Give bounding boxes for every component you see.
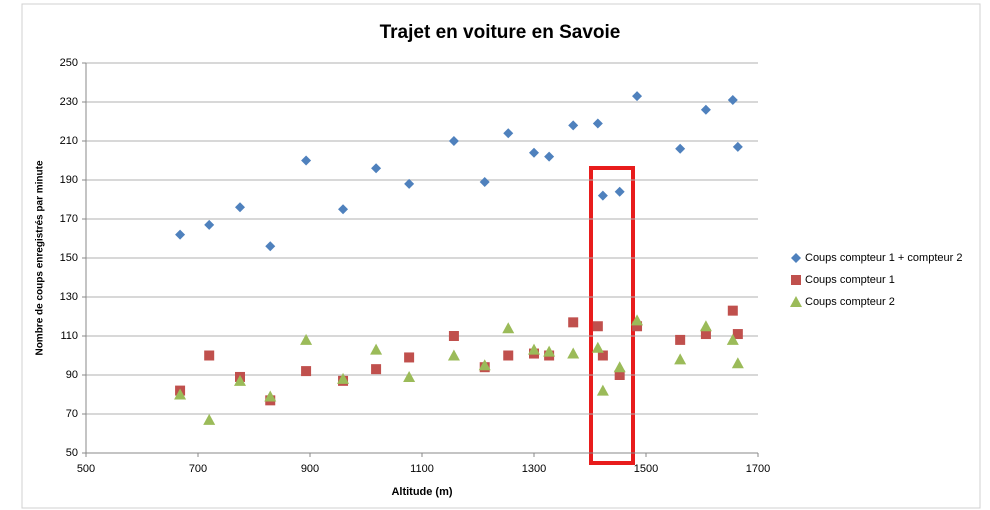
point	[543, 345, 556, 357]
point	[597, 350, 608, 361]
y-tick-label: 210	[60, 135, 78, 147]
point	[544, 151, 555, 162]
point	[675, 143, 686, 154]
point	[503, 128, 514, 139]
point	[300, 333, 313, 345]
point	[597, 190, 608, 201]
legend-marker	[791, 253, 801, 263]
y-tick-label: 130	[60, 291, 78, 303]
point	[234, 374, 246, 386]
point	[727, 305, 738, 316]
x-tick-label: 700	[189, 463, 207, 475]
x-tick-label: 1700	[746, 463, 770, 475]
point	[732, 329, 743, 340]
point	[732, 141, 743, 152]
point	[674, 353, 687, 365]
y-tick-label: 190	[60, 174, 78, 186]
point	[503, 350, 514, 361]
point	[502, 322, 515, 334]
y-tick-label: 170	[60, 213, 78, 225]
point	[204, 350, 215, 361]
y-axis-label: Nombre de coups enregistrés par minute	[35, 160, 46, 355]
y-tick-label: 230	[60, 96, 78, 108]
y-tick-label: 70	[66, 408, 78, 420]
legend-marker	[791, 275, 801, 285]
point	[337, 372, 350, 384]
chart-title: Trajet en voiture en Savoie	[380, 22, 621, 43]
y-tick-label: 50	[66, 447, 78, 459]
point	[529, 147, 539, 158]
legend-label: Coups compteur 2	[805, 296, 895, 308]
point	[203, 413, 216, 425]
point	[174, 388, 187, 400]
point	[596, 384, 609, 396]
point	[370, 343, 383, 355]
point	[700, 329, 711, 340]
point	[175, 229, 186, 240]
point	[592, 321, 603, 332]
point	[404, 178, 415, 189]
point	[700, 104, 711, 115]
point	[591, 341, 604, 353]
point	[371, 163, 382, 174]
point	[235, 202, 245, 213]
point	[403, 370, 416, 382]
chart-frame	[21, 3, 981, 509]
point	[338, 204, 349, 215]
point	[675, 334, 686, 345]
point	[631, 314, 644, 326]
point	[632, 321, 643, 332]
x-tick-label: 1300	[522, 463, 546, 475]
point	[371, 364, 382, 375]
point	[528, 343, 540, 355]
x-tick-label: 900	[301, 463, 319, 475]
point	[568, 120, 579, 131]
point	[301, 366, 312, 377]
point	[265, 241, 276, 252]
x-tick-label: 1500	[634, 463, 658, 475]
point	[614, 186, 625, 197]
point	[301, 155, 312, 166]
legend-marker	[790, 296, 802, 307]
y-tick-label: 150	[60, 252, 78, 264]
legend-label: Coups compteur 1	[805, 274, 895, 286]
y-tick-label: 110	[60, 330, 78, 342]
point	[448, 136, 459, 146]
y-tick-label: 250	[60, 57, 78, 69]
x-axis-label: Altitude (m)	[391, 486, 452, 498]
point	[592, 118, 603, 129]
highlight-box	[589, 166, 635, 465]
point	[404, 352, 415, 363]
point	[632, 91, 643, 102]
point	[567, 347, 580, 359]
point	[447, 349, 460, 361]
point	[478, 359, 491, 371]
point	[731, 357, 744, 369]
point	[613, 361, 626, 373]
point	[727, 95, 738, 106]
point	[568, 317, 579, 328]
legend-label: Coups compteur 1 + compteur 2	[805, 252, 962, 264]
y-tick-label: 90	[66, 369, 78, 381]
point	[726, 333, 739, 345]
x-tick-label: 1100	[410, 463, 434, 475]
point	[479, 176, 490, 187]
point	[614, 370, 625, 380]
point	[448, 331, 459, 341]
x-tick-label: 500	[77, 463, 95, 475]
point	[264, 390, 277, 402]
point	[204, 219, 215, 230]
point	[699, 320, 712, 332]
